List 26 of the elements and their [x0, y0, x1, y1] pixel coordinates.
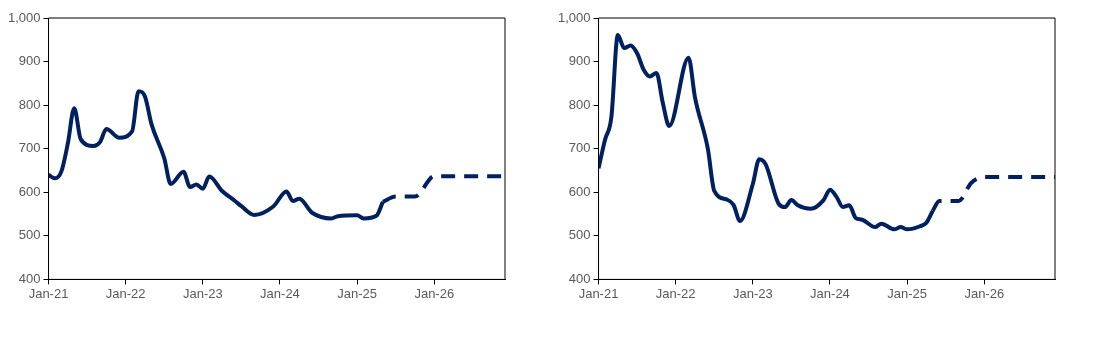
y-tick-label: 600	[568, 183, 591, 199]
x-tick-label: Jan-25	[337, 285, 378, 301]
x-tick-label: Jan-23	[182, 285, 223, 301]
x-tick-label: Jan-22	[655, 285, 696, 301]
y-tick-label: 900	[18, 53, 41, 69]
y-tick-label: 800	[568, 96, 591, 112]
x-tick-label: Jan-21	[28, 285, 69, 301]
x-tick-label: Jan-25	[887, 285, 928, 301]
x-tick-label: Jan-24	[260, 285, 300, 301]
y-tick-label: 900	[568, 53, 591, 69]
x-tick-label: Jan-22	[105, 285, 146, 301]
y-tick-label: 600	[18, 183, 41, 199]
x-tick-label: Jan-23	[732, 285, 773, 301]
y-tick-label: 700	[18, 140, 41, 156]
y-tick-label: 800	[18, 96, 41, 112]
y-tick-label: 500	[18, 227, 41, 243]
y-tick-label: 1,000	[7, 9, 41, 25]
x-tick-label: Jan-26	[414, 285, 455, 301]
y-tick-label: 1,000	[557, 9, 591, 25]
y-tick-label: 400	[18, 270, 41, 286]
y-tick-label: 400	[568, 270, 591, 286]
x-tick-label: Jan-21	[578, 285, 619, 301]
x-tick-label: Jan-24	[810, 285, 850, 301]
y-tick-label: 700	[568, 140, 591, 156]
y-tick-label: 500	[568, 227, 591, 243]
x-tick-label: Jan-26	[964, 285, 1005, 301]
